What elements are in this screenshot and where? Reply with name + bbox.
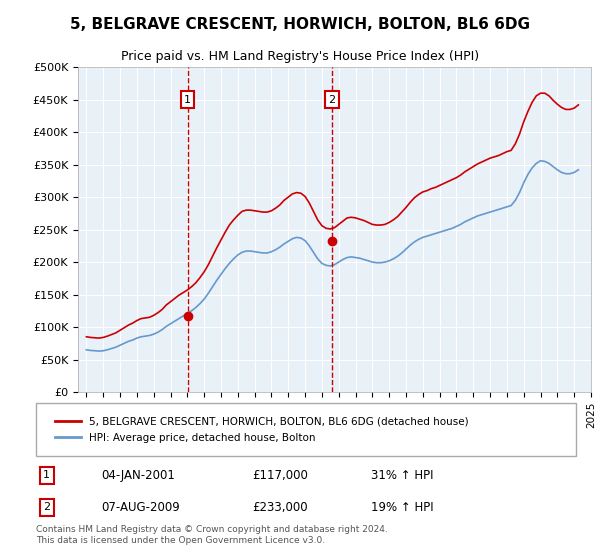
- Text: 31% ↑ HPI: 31% ↑ HPI: [371, 469, 433, 482]
- Text: £233,000: £233,000: [252, 501, 308, 514]
- Text: 2: 2: [43, 502, 50, 512]
- Text: 1: 1: [184, 95, 191, 105]
- Text: £117,000: £117,000: [252, 469, 308, 482]
- FancyBboxPatch shape: [36, 403, 576, 456]
- Text: 19% ↑ HPI: 19% ↑ HPI: [371, 501, 433, 514]
- Text: 04-JAN-2001: 04-JAN-2001: [101, 469, 175, 482]
- Text: 5, BELGRAVE CRESCENT, HORWICH, BOLTON, BL6 6DG: 5, BELGRAVE CRESCENT, HORWICH, BOLTON, B…: [70, 17, 530, 32]
- Text: 1: 1: [43, 470, 50, 480]
- Legend: 5, BELGRAVE CRESCENT, HORWICH, BOLTON, BL6 6DG (detached house), HPI: Average pr: 5, BELGRAVE CRESCENT, HORWICH, BOLTON, B…: [47, 408, 477, 451]
- Text: Contains HM Land Registry data © Crown copyright and database right 2024.
This d: Contains HM Land Registry data © Crown c…: [36, 525, 388, 545]
- Text: Price paid vs. HM Land Registry's House Price Index (HPI): Price paid vs. HM Land Registry's House …: [121, 50, 479, 63]
- Text: 07-AUG-2009: 07-AUG-2009: [101, 501, 179, 514]
- Text: 2: 2: [328, 95, 335, 105]
